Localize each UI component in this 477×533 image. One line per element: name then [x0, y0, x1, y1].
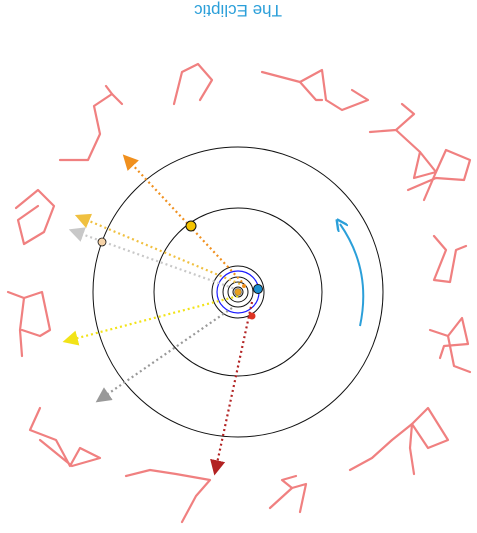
inner-planet	[242, 284, 246, 288]
constellation-bottom-left	[28, 406, 102, 468]
bodies	[97, 220, 263, 320]
constellation-top-2	[260, 68, 370, 112]
ray-lightgray	[68, 227, 239, 292]
sun	[234, 288, 242, 296]
sight-lines	[62, 154, 254, 476]
direction-arrow	[340, 224, 365, 327]
constellation-right-1	[394, 128, 472, 192]
constellation-left-3b	[110, 92, 124, 106]
constellation-bottom-right-2b	[280, 474, 298, 490]
constellation-bottom-right-2	[268, 482, 308, 514]
jupiter-orbit	[153, 207, 323, 377]
constellation-right-3b	[446, 334, 472, 374]
constellation-top-1	[172, 62, 214, 106]
constellation-bottom-right-1	[348, 422, 416, 476]
ray-yellow	[62, 294, 239, 346]
ray-orange	[122, 154, 243, 283]
constellation-left-1b	[6, 290, 26, 300]
saturn	[97, 237, 107, 247]
constellation-right-3	[428, 316, 470, 360]
diagram-title: The Ecliptic	[194, 1, 282, 20]
ray-gray	[95, 307, 233, 403]
jupiter	[185, 220, 197, 232]
ray-red	[210, 301, 254, 476]
ray-gold	[74, 213, 241, 286]
mars	[248, 312, 256, 320]
mercury-orbit	[227, 281, 249, 303]
constellation-left-2	[14, 188, 56, 246]
outer-orbit	[92, 146, 384, 438]
constellation-right-2	[432, 234, 468, 284]
mars-orbit	[211, 265, 265, 319]
constellations	[6, 62, 472, 524]
constellation-left-3	[58, 84, 114, 162]
constellation-top-3	[298, 80, 324, 102]
constellation-left-1	[18, 290, 52, 358]
earth	[253, 284, 263, 294]
constellation-right-1b	[418, 150, 438, 202]
constellation-bottom	[124, 468, 212, 524]
constellation-top-right	[368, 102, 416, 134]
constellation-bottom-right-1b	[410, 406, 450, 450]
